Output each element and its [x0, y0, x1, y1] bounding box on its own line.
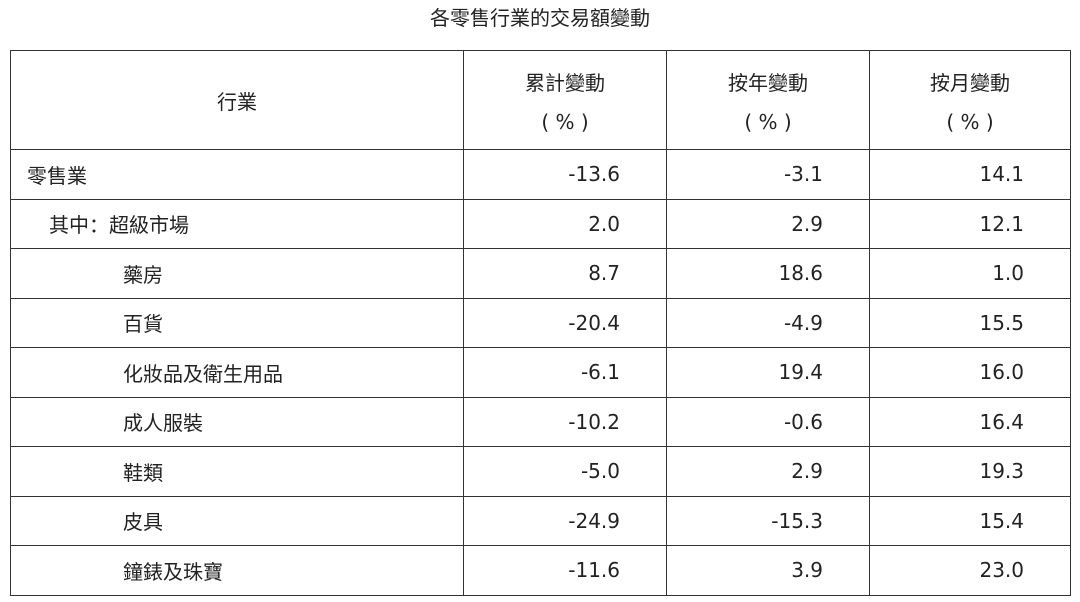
table-row: 皮具 -24.9 -15.3 15.4 [10, 495, 1071, 546]
cell-value: 1.0 [869, 248, 1071, 299]
cell-value: -0.6 [666, 396, 870, 447]
cell-value: 2.0 [463, 198, 667, 249]
column-unit: ( % ) [744, 109, 792, 134]
row-label: 成人服裝 [10, 396, 464, 447]
column-header: 行業 [10, 50, 464, 150]
cell-value: 18.6 [666, 248, 870, 299]
table-title: 各零售行業的交易額變動 [430, 6, 650, 30]
cell-value: -6.1 [463, 347, 667, 398]
cell-value: 2.9 [666, 198, 870, 249]
cell-value: -3.1 [666, 149, 870, 200]
table-row: 鞋類 -5.0 2.9 19.3 [10, 446, 1071, 497]
cell-value: 19.4 [666, 347, 870, 398]
cell-value: 16.4 [869, 396, 1071, 447]
row-label: 藥房 [10, 248, 464, 299]
cell-value: -5.0 [463, 446, 667, 497]
column-header: 累計變動 ( % ) [463, 50, 667, 150]
table-row: 成人服裝 -10.2 -0.6 16.4 [10, 396, 1071, 447]
column-title: 累計變動 [525, 70, 605, 95]
cell-value: 3.9 [666, 545, 870, 596]
table-row: 其中：超級市場 2.0 2.9 12.1 [10, 198, 1071, 249]
cell-value: 15.4 [869, 495, 1071, 546]
column-header: 按月變動 ( % ) [869, 50, 1071, 150]
row-label: 其中：超級市場 [10, 198, 464, 249]
cell-value: 2.9 [666, 446, 870, 497]
cell-value: -13.6 [463, 149, 667, 200]
cell-value: 16.0 [869, 347, 1071, 398]
cell-value: 12.1 [869, 198, 1071, 249]
table-row: 百貨 -20.4 -4.9 15.5 [10, 297, 1071, 348]
cell-value: 23.0 [869, 545, 1071, 596]
table-header: 行業 累計變動 ( % ) 按年變動 ( % ) 按月變動 ( % ) [10, 50, 1071, 150]
cell-value: 19.3 [869, 446, 1071, 497]
table-row: 鐘錶及珠寶 -11.6 3.9 23.0 [10, 545, 1071, 596]
cell-value: 15.5 [869, 297, 1071, 348]
row-label: 皮具 [10, 495, 464, 546]
column-unit: ( % ) [946, 109, 994, 134]
table-row: 藥房 8.7 18.6 1.0 [10, 248, 1071, 299]
column-title: 按年變動 [728, 70, 808, 95]
data-table: 行業 累計變動 ( % ) 按年變動 ( % ) 按月變動 ( % ) 零售業 -13.6 -3… [10, 50, 1071, 596]
table-row: 零售業 -13.6 -3.1 14.1 [10, 149, 1071, 200]
column-title: 按月變動 [930, 70, 1010, 95]
column-header: 按年變動 ( % ) [666, 50, 870, 150]
row-label: 百貨 [10, 297, 464, 348]
cell-value: 14.1 [869, 149, 1071, 200]
column-title: 行業 [217, 89, 257, 114]
table-row: 化妝品及衛生用品 -6.1 19.4 16.0 [10, 347, 1071, 398]
cell-value: 8.7 [463, 248, 667, 299]
row-label: 化妝品及衛生用品 [10, 347, 464, 398]
cell-value: -20.4 [463, 297, 667, 348]
cell-value: -11.6 [463, 545, 667, 596]
cell-value: -10.2 [463, 396, 667, 447]
cell-value: -24.9 [463, 495, 667, 546]
column-unit: ( % ) [541, 109, 589, 134]
row-label: 鐘錶及珠寶 [10, 545, 464, 596]
table-body: 零售業 -13.6 -3.1 14.1 其中：超級市場 2.0 2.9 12.1 藥房 8.7 18… [10, 149, 1071, 596]
cell-value: -4.9 [666, 297, 870, 348]
row-label: 鞋類 [10, 446, 464, 497]
row-label: 零售業 [10, 149, 464, 200]
cell-value: -15.3 [666, 495, 870, 546]
header-row: 行業 累計變動 ( % ) 按年變動 ( % ) 按月變動 ( % ) [10, 50, 1071, 150]
